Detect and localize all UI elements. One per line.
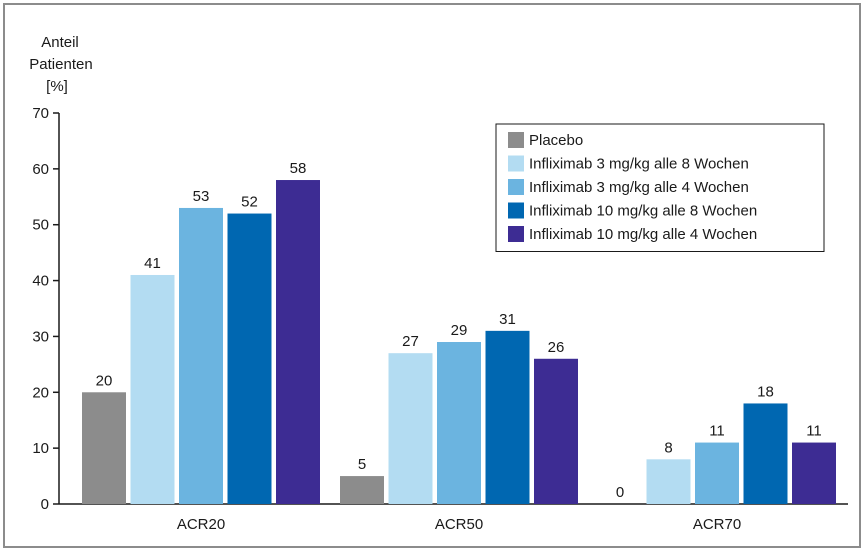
bar — [534, 358, 578, 504]
bar — [485, 330, 530, 504]
bar — [695, 442, 739, 504]
bar — [646, 459, 691, 504]
bars: 20 41 53 52 58 5 27 29 31 26 0 8 11 18 11 — [82, 160, 836, 505]
y-tick-label: 10 — [32, 440, 49, 457]
data-label: 31 — [499, 311, 516, 328]
x-axis-categories: ACR20 ACR50 ACR70 — [177, 516, 741, 533]
data-label: 20 — [96, 372, 113, 389]
data-label: 11 — [806, 423, 822, 440]
bar — [743, 403, 788, 504]
legend-swatch — [508, 155, 524, 172]
y-tick-label: 60 — [32, 161, 49, 178]
data-label: 18 — [757, 383, 774, 400]
data-label: 41 — [144, 255, 161, 272]
bar — [82, 392, 126, 504]
data-label: 5 — [358, 456, 366, 473]
y-tick-label: 50 — [32, 217, 49, 234]
legend-swatch — [508, 132, 524, 148]
bar — [792, 442, 836, 504]
bar — [130, 274, 175, 504]
y-axis-label-line: Anteil — [41, 34, 79, 51]
y-axis-label-line: Patienten — [29, 56, 92, 73]
x-category-label: ACR50 — [435, 516, 483, 533]
y-axis-label-line: [%] — [46, 78, 68, 95]
x-category-label: ACR70 — [693, 516, 741, 533]
y-tick-label: 70 — [32, 105, 49, 122]
bar — [227, 213, 272, 505]
legend-entry: Infliximab 3 mg/kg alle 8 Wochen — [529, 156, 749, 173]
data-label: 58 — [290, 160, 307, 177]
legend-swatch — [508, 179, 524, 195]
y-tick-label: 30 — [32, 328, 49, 345]
data-label: 11 — [709, 423, 725, 440]
data-label: 8 — [664, 439, 672, 456]
legend-entry: Infliximab 3 mg/kg alle 4 Wochen — [529, 179, 749, 196]
bar — [276, 180, 320, 504]
legend: Placebo Infliximab 3 mg/kg alle 8 Wochen I… — [495, 123, 825, 252]
bar — [437, 342, 481, 504]
y-tick-label: 20 — [32, 384, 49, 401]
bar — [179, 207, 223, 504]
legend-swatch — [508, 202, 524, 219]
data-label: 27 — [402, 333, 419, 350]
data-label: 29 — [451, 322, 468, 339]
data-label: 52 — [241, 194, 258, 211]
data-label: 26 — [548, 339, 565, 356]
legend-swatch — [508, 226, 524, 242]
legend-box — [495, 123, 825, 252]
y-tick-label: 40 — [32, 273, 49, 290]
y-tick-label: 0 — [41, 496, 49, 513]
legend-entry: Placebo — [529, 132, 583, 149]
legend-entry: Infliximab 10 mg/kg alle 4 Wochen — [529, 226, 757, 243]
x-category-label: ACR20 — [177, 516, 225, 533]
legend-entry: Infliximab 10 mg/kg alle 8 Wochen — [529, 203, 757, 220]
bar — [340, 476, 384, 504]
data-label: 0 — [616, 484, 624, 501]
y-axis-label: Anteil Patienten [%] — [29, 34, 92, 95]
data-label: 53 — [193, 188, 210, 205]
bar — [388, 353, 433, 504]
